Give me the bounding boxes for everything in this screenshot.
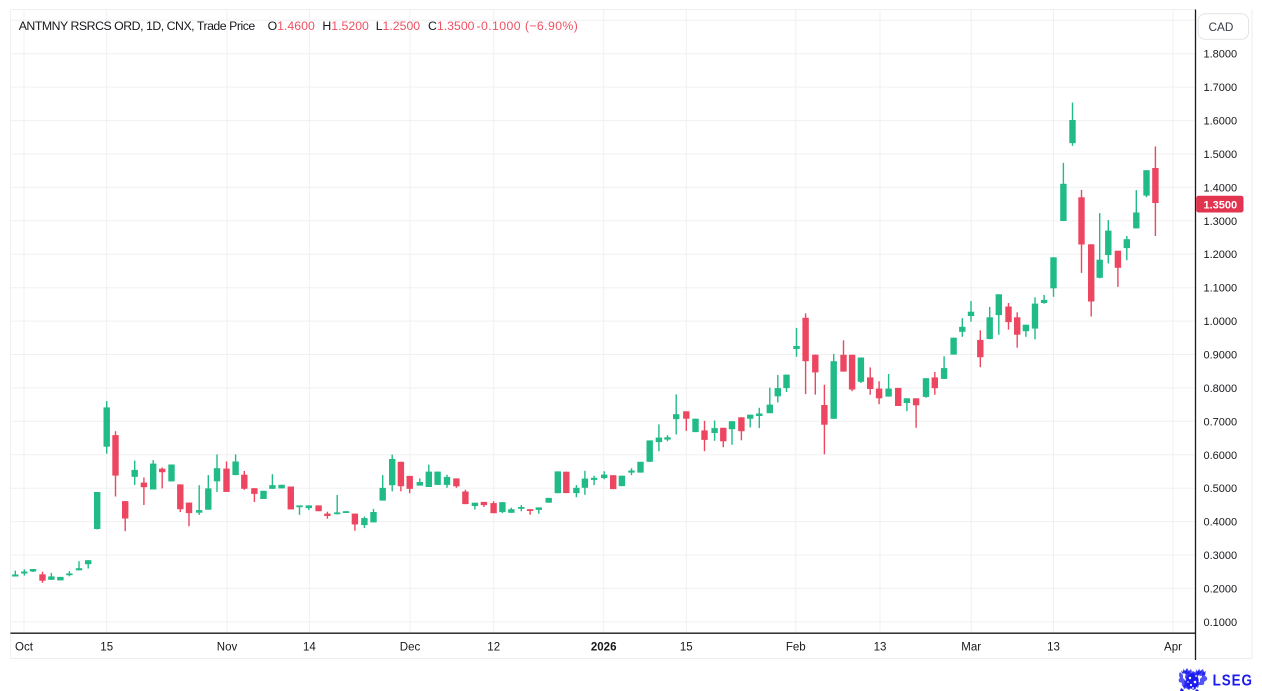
svg-text:LSEG: LSEG [1213,673,1253,690]
svg-text:0.5000: 0.5000 [1204,483,1238,495]
svg-text:Dec: Dec [400,641,421,653]
svg-text:0.3000: 0.3000 [1204,550,1238,562]
svg-text:15: 15 [100,641,113,653]
svg-text:-0.1000 (−6.90%): -0.1000 (−6.90%) [477,19,579,33]
svg-text:H1.5200: H1.5200 [322,19,369,33]
svg-text:1.4000: 1.4000 [1204,182,1238,194]
svg-text:Apr: Apr [1164,641,1182,653]
svg-text:0.9000: 0.9000 [1204,350,1238,362]
svg-text:C1.3500: C1.3500 [428,19,475,33]
svg-text:1.1000: 1.1000 [1204,283,1238,295]
svg-text:0.1000: 0.1000 [1204,617,1238,629]
svg-text:13: 13 [874,641,887,653]
svg-text:15: 15 [680,641,693,653]
svg-text:Oct: Oct [15,641,34,653]
svg-text:1.2000: 1.2000 [1204,249,1238,261]
svg-text:1.5000: 1.5000 [1204,149,1238,161]
svg-text:0.8000: 0.8000 [1204,383,1238,395]
svg-text:13: 13 [1047,641,1060,653]
svg-text:1.8000: 1.8000 [1204,49,1238,61]
svg-text:L1.2500: L1.2500 [376,19,421,33]
svg-text:12: 12 [487,641,500,653]
svg-text:0.7000: 0.7000 [1204,416,1238,428]
svg-text:0.4000: 0.4000 [1204,517,1238,529]
svg-text:0.2000: 0.2000 [1204,583,1238,595]
svg-text:Mar: Mar [961,641,981,653]
svg-text:ANTMNY RSRCS ORD, 1D, CNX, Tra: ANTMNY RSRCS ORD, 1D, CNX, Trade Price [19,19,256,33]
svg-text:CAD: CAD [1209,20,1234,34]
svg-text:1.3000: 1.3000 [1204,216,1238,228]
svg-text:O1.4600: O1.4600 [268,19,315,33]
svg-text:1.0000: 1.0000 [1204,316,1238,328]
svg-text:Nov: Nov [217,641,238,653]
svg-text:Feb: Feb [786,641,806,653]
svg-text:1.6000: 1.6000 [1204,116,1238,128]
svg-text:1.3500: 1.3500 [1204,199,1238,211]
svg-text:0.6000: 0.6000 [1204,450,1238,462]
svg-text:1.7000: 1.7000 [1204,82,1238,94]
svg-text:14: 14 [303,641,316,653]
svg-text:2026: 2026 [591,641,617,653]
